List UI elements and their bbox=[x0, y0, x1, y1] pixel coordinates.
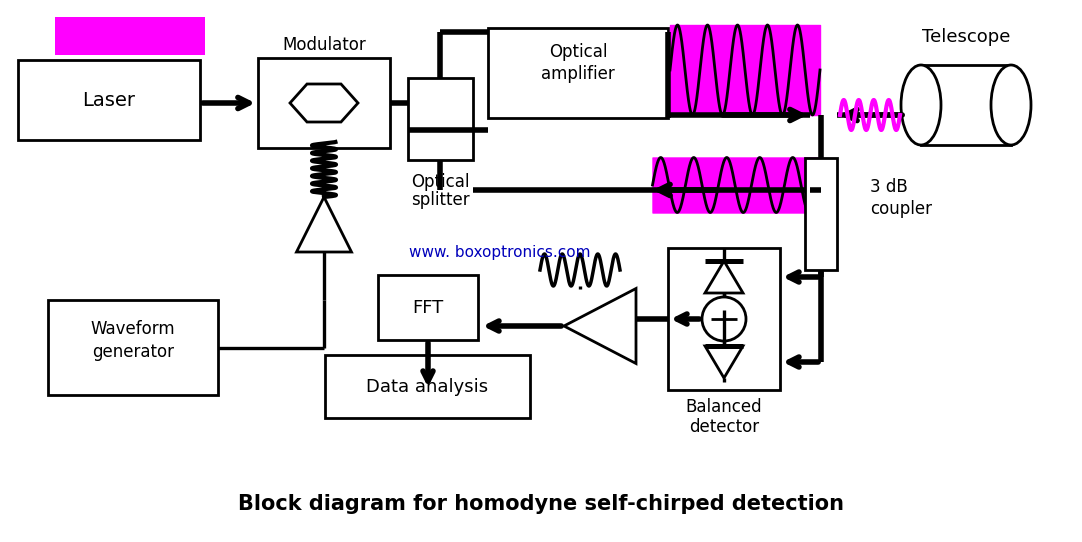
Polygon shape bbox=[705, 346, 743, 378]
Bar bbox=[55, 17, 204, 55]
Ellipse shape bbox=[991, 65, 1031, 145]
Text: www. boxoptronics.com: www. boxoptronics.com bbox=[409, 244, 591, 260]
Circle shape bbox=[702, 297, 745, 341]
Bar bbox=[48, 300, 217, 395]
Text: Optical: Optical bbox=[411, 173, 470, 191]
Bar bbox=[258, 58, 390, 148]
Text: 3 dB: 3 dB bbox=[870, 178, 908, 196]
Polygon shape bbox=[705, 261, 743, 293]
Bar bbox=[488, 28, 668, 118]
Ellipse shape bbox=[901, 65, 941, 145]
Text: Modulator: Modulator bbox=[282, 36, 366, 54]
Text: FFT: FFT bbox=[412, 299, 444, 317]
Text: coupler: coupler bbox=[870, 200, 932, 218]
Polygon shape bbox=[564, 288, 636, 364]
Bar bbox=[18, 60, 200, 140]
Bar bbox=[408, 78, 473, 160]
Bar bbox=[921, 65, 1011, 145]
Polygon shape bbox=[296, 197, 352, 252]
Text: Block diagram for homodyne self-chirped detection: Block diagram for homodyne self-chirped … bbox=[238, 494, 844, 514]
Text: Telescope: Telescope bbox=[922, 28, 1011, 46]
Text: Data analysis: Data analysis bbox=[366, 378, 488, 396]
Text: Laser: Laser bbox=[82, 91, 135, 109]
Text: Balanced: Balanced bbox=[686, 398, 763, 416]
Text: splitter: splitter bbox=[411, 191, 470, 209]
Polygon shape bbox=[290, 84, 358, 122]
Text: Optical: Optical bbox=[549, 43, 607, 61]
Text: detector: detector bbox=[689, 418, 760, 436]
Text: generator: generator bbox=[92, 343, 174, 361]
Text: Waveform: Waveform bbox=[91, 320, 175, 338]
Bar bbox=[805, 158, 837, 270]
Bar bbox=[378, 275, 478, 340]
Bar bbox=[325, 355, 530, 418]
Bar bbox=[668, 248, 780, 390]
Text: amplifier: amplifier bbox=[541, 65, 615, 83]
